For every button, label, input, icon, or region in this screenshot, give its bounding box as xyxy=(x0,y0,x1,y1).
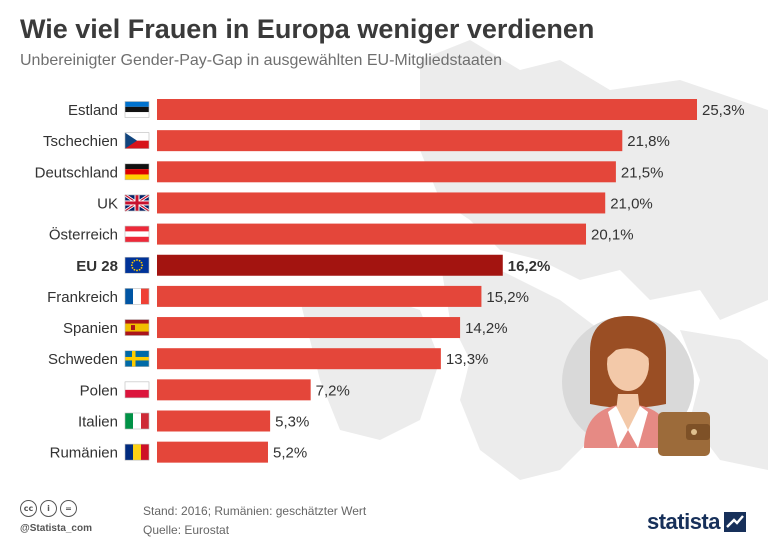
statista-logo[interactable]: statista xyxy=(647,509,746,535)
category-label: Tschechien xyxy=(43,133,118,150)
value-label: 14,2% xyxy=(465,320,508,337)
flag-it-icon xyxy=(124,412,150,430)
bar-se xyxy=(157,348,441,370)
statista-wordmark: statista xyxy=(646,509,721,534)
bar-at xyxy=(157,223,587,245)
flag-ee-icon xyxy=(124,101,150,118)
no-derivatives-icon: = xyxy=(60,500,77,517)
category-label: Schweden xyxy=(48,351,118,368)
bar-gb xyxy=(157,192,606,214)
bar-es xyxy=(157,317,461,339)
value-label: 7,2% xyxy=(316,382,350,399)
category-label: Polen xyxy=(80,382,118,399)
flag-fr-icon xyxy=(124,288,150,305)
flag-se-icon xyxy=(124,350,150,368)
value-label: 15,2% xyxy=(486,289,529,306)
bar-ee xyxy=(157,99,697,120)
source-notes: Stand: 2016; Rumänien: geschätzter Wert … xyxy=(143,502,366,540)
bar-ro xyxy=(157,441,268,463)
bar-eu xyxy=(157,254,503,276)
category-label: UK xyxy=(97,195,118,212)
value-label: 16,2% xyxy=(508,258,551,275)
value-label: 21,5% xyxy=(621,164,664,181)
flag-de-icon xyxy=(124,163,150,181)
page-subtitle: Unbereinigter Gender-Pay-Gap in ausgewäh… xyxy=(20,52,503,69)
statista-credit: @Statista_com xyxy=(20,523,92,534)
category-label: Frankreich xyxy=(47,289,118,306)
value-label: 21,0% xyxy=(610,195,653,212)
category-label: Estland xyxy=(68,102,118,119)
cc-icon: cc xyxy=(20,500,37,517)
flag-at-icon xyxy=(124,225,150,243)
bar-fr xyxy=(157,285,482,307)
flag-eu-icon xyxy=(124,256,150,274)
flag-pl-icon xyxy=(124,381,150,399)
statista-logo-icon xyxy=(724,512,746,532)
value-label: 13,3% xyxy=(446,351,489,368)
source-note: Quelle: Eurostat xyxy=(143,523,230,537)
category-label: EU 28 xyxy=(76,258,118,275)
bar-chart: Estland 25,3% Tschechien 21,8% Deutschland 21… xyxy=(35,99,745,463)
stand-note: Stand: 2016; Rumänien: geschätzter Wert xyxy=(143,504,367,518)
attribution-icon: i xyxy=(40,500,57,517)
bar-de xyxy=(157,161,616,183)
value-label: 5,2% xyxy=(273,445,307,462)
bar-it xyxy=(157,410,271,432)
category-label: Rumänien xyxy=(50,445,118,462)
category-label: Deutschland xyxy=(35,164,118,181)
flag-es-icon xyxy=(124,319,150,336)
value-label: 5,3% xyxy=(275,414,309,431)
license-icons: cc i = xyxy=(20,500,77,517)
flag-gb-icon xyxy=(124,193,150,213)
flag-cz-icon xyxy=(124,132,150,149)
bar-pl xyxy=(157,379,311,401)
bar-cz xyxy=(157,130,623,152)
category-label: Italien xyxy=(78,414,118,431)
page-title: Wie viel Frauen in Europa weniger verdie… xyxy=(20,14,595,44)
category-label: Österreich xyxy=(49,226,118,244)
flag-ro-icon xyxy=(124,443,150,461)
value-label: 20,1% xyxy=(591,227,634,244)
value-label: 25,3% xyxy=(702,102,745,119)
value-label: 21,8% xyxy=(627,133,670,150)
woman-with-wallet-illustration xyxy=(562,316,710,456)
category-label: Spanien xyxy=(63,320,118,337)
